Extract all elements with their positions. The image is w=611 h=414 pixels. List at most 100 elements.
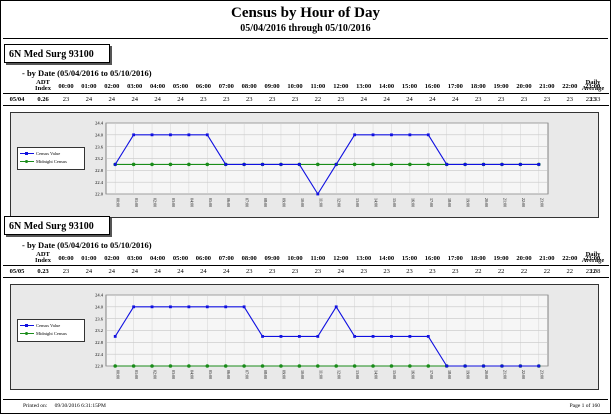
census-value-point: [279, 335, 283, 338]
y-tick-label: 22.4: [95, 352, 104, 357]
census-value-point: [500, 364, 504, 368]
x-tick-label: 16:00: [410, 370, 415, 379]
midnight-census-point: [408, 364, 412, 368]
midnight-census-point: [242, 364, 246, 368]
hour-header: 06:00: [195, 255, 211, 262]
x-tick-label: 09:00: [281, 198, 286, 207]
hour-header: 09:00: [264, 83, 280, 90]
census-chart-svg: 22.0 22.4 22.8 23.2 23.6 24.0 24.4 00:00 01:00 02…: [95, 121, 549, 207]
hour-value: 23: [543, 96, 551, 103]
report-subtitle: 05/04/2016 through 05/10/2016: [240, 23, 371, 34]
x-tick-label: 15:00: [392, 370, 397, 379]
row-adt-index: 0.26: [37, 96, 49, 103]
hour-header: 08:00: [241, 255, 257, 262]
census-value-point: [113, 335, 117, 338]
y-tick-label: 22.4: [95, 180, 104, 185]
hour-value: 23: [566, 96, 574, 103]
midnight-census-point: [260, 364, 265, 368]
table-row-rule: [3, 277, 609, 278]
hour-value: 24: [200, 268, 207, 275]
midnight-census-point: [426, 364, 431, 368]
census-value-point: [537, 364, 541, 368]
hour-header: 12:00: [333, 255, 349, 262]
hour-header: 17:00: [447, 255, 463, 262]
printed-value: 09/30/2016 6:31:15PM: [54, 403, 106, 409]
x-tick-label: 23:00: [539, 198, 544, 207]
y-tick-label: 22.0: [95, 364, 104, 369]
x-tick-label: 01:00: [134, 198, 139, 207]
legend-item: Census Value: [20, 323, 84, 329]
y-tick-label: 24.0: [95, 304, 104, 309]
hour-value: 22: [520, 268, 528, 275]
hour-value: 24: [85, 96, 93, 103]
midnight-census-point: [352, 162, 357, 167]
hour-header: 20:00: [516, 83, 532, 90]
hour-header: 01:00: [81, 83, 97, 90]
adt-header-index: Index: [35, 257, 51, 264]
midnight-census-point: [205, 162, 210, 167]
x-tick-label: 14:00: [374, 198, 379, 207]
census-value-point: [205, 133, 209, 137]
hour-header: 13:00: [356, 255, 372, 262]
midnight-census-point: [297, 364, 302, 368]
x-tick-label: 03:00: [171, 370, 176, 379]
legend-label: Midnight Census: [36, 159, 67, 164]
census-value-point: [261, 335, 264, 338]
hour-header: 19:00: [493, 255, 509, 262]
census-value-point: [463, 163, 467, 166]
table-header-rule: [3, 93, 609, 94]
hour-value: 24: [154, 268, 161, 275]
census-value-point: [316, 335, 320, 338]
x-tick-label: 19:00: [466, 198, 471, 207]
census-chart: 22.0 22.4 22.8 23.2 23.6 24.0 24.4 00:00 01:00 02…: [10, 112, 599, 218]
hour-header: 08:00: [241, 83, 257, 90]
hour-header: 05:00: [172, 255, 189, 262]
census-value-point: [408, 335, 412, 338]
census-value-point: [169, 133, 172, 137]
midnight-census-point: [408, 162, 412, 167]
hour-value: 23: [497, 96, 505, 103]
census-value-point: [113, 163, 117, 166]
census-value-point: [482, 364, 485, 368]
census-value-line: [114, 134, 539, 196]
legend-item: Midnight Census: [20, 331, 84, 337]
daily-average-header-2: Average: [581, 257, 605, 264]
x-tick-label: 02:00: [153, 198, 158, 207]
hour-header: 14:00: [379, 255, 395, 262]
midnight-census-point: [371, 162, 375, 167]
legend-marker: [25, 323, 28, 327]
x-tick-label: 22:00: [521, 198, 526, 207]
hour-header: 03:00: [127, 255, 143, 262]
chart-legend: Census Value Midnight Census: [17, 147, 85, 170]
hour-value: 24: [429, 96, 436, 103]
hour-value: 23: [291, 96, 299, 103]
census-table: ADT Index 00:00 01:00 02:00 03:00 04:00 05:00 06…: [3, 79, 609, 109]
census-value-point: [445, 364, 449, 368]
census-value-point: [537, 163, 541, 166]
census-value-point: [408, 133, 412, 137]
y-tick-label: 24.4: [95, 293, 104, 298]
hour-header: 22:00: [562, 255, 578, 262]
unit-header: 6N Med Surg 93100: [4, 44, 110, 63]
table-row-rule: [3, 105, 609, 106]
hour-value: 22: [497, 268, 505, 275]
y-tick-label: 23.6: [95, 316, 104, 321]
hour-header: 06:00: [195, 83, 211, 90]
midnight-census-point: [150, 364, 154, 368]
hour-value: 23: [62, 268, 70, 275]
x-tick-label: 04:00: [189, 370, 194, 379]
hour-value: 23: [62, 96, 70, 103]
hour-value: 24: [154, 96, 161, 103]
hour-header: 11:00: [310, 83, 326, 90]
hour-header: 21:00: [539, 83, 555, 90]
hour-header: 16:00: [424, 83, 440, 90]
x-tick-label: 23:00: [539, 370, 544, 379]
census-value-point: [445, 163, 449, 166]
census-value-point: [518, 163, 522, 166]
census-chart: 22.0 22.4 22.8 23.2 23.6 24.0 24.4 00:00 01:00 02…: [10, 284, 599, 390]
hour-value: 24: [383, 96, 390, 103]
hour-header: 16:00: [424, 255, 440, 262]
hour-value: 24: [177, 268, 184, 275]
x-tick-label: 17:00: [429, 198, 434, 207]
midnight-census-point: [150, 162, 154, 167]
